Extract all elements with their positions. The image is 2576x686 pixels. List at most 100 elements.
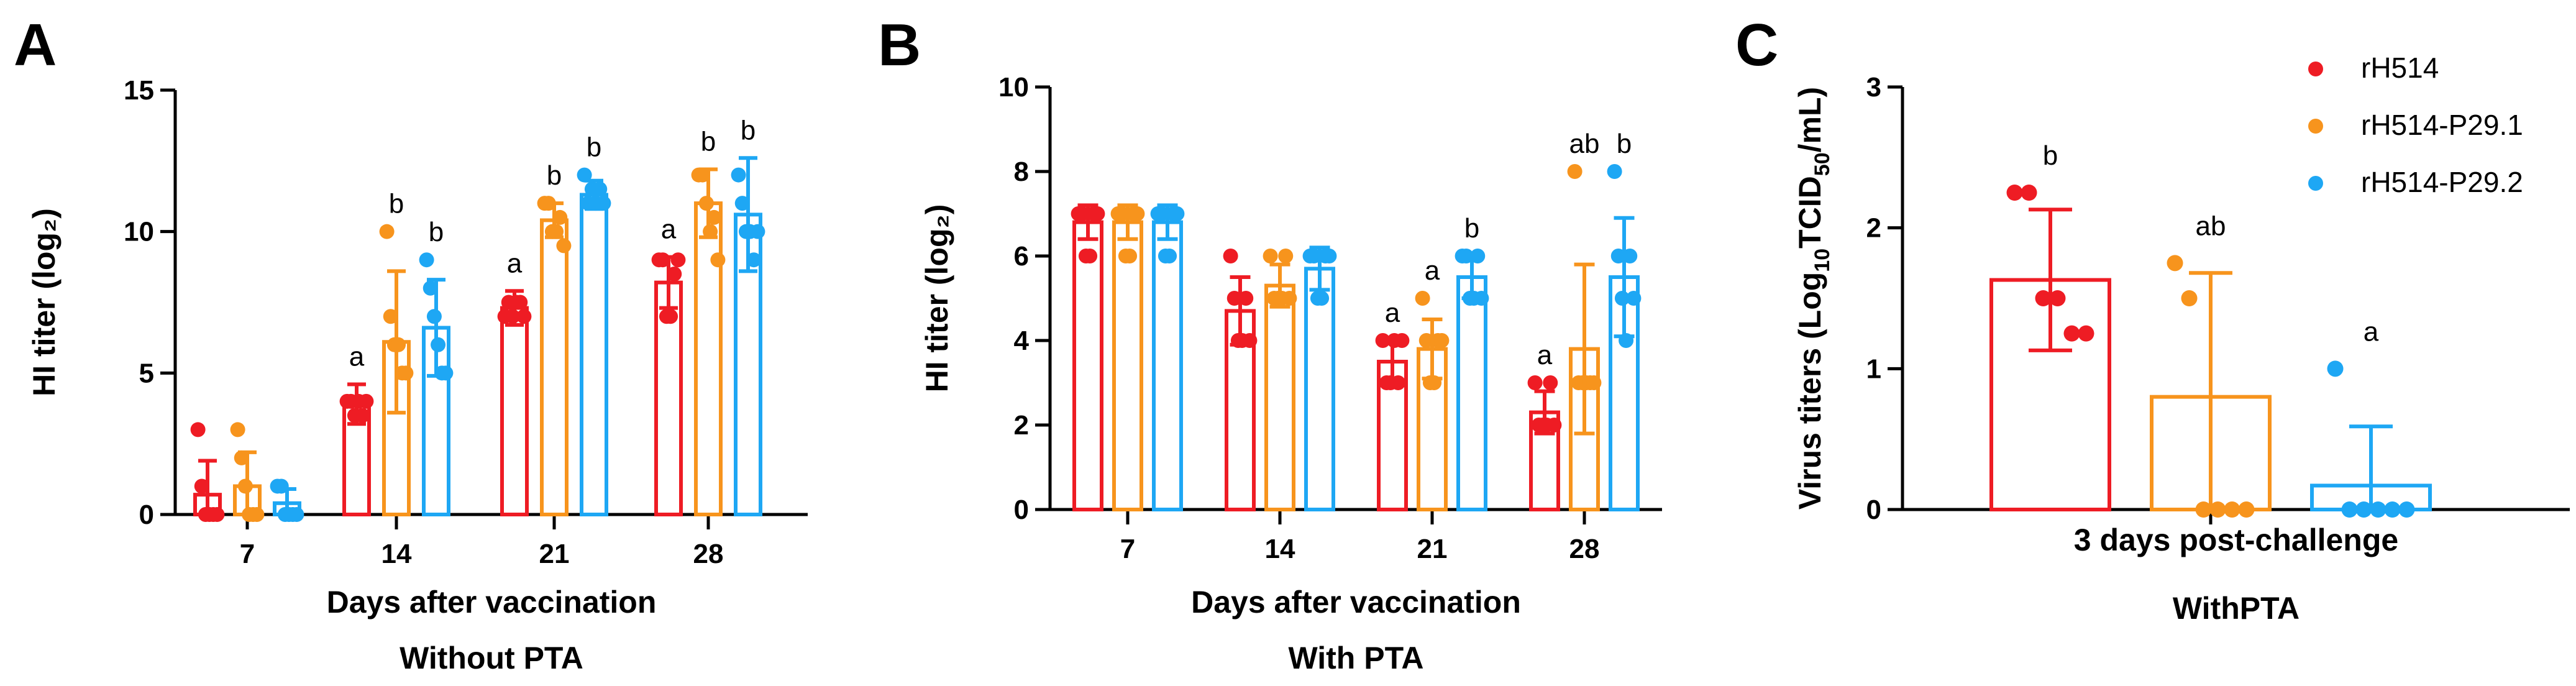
significance-label: b (701, 126, 716, 157)
data-point (2384, 501, 2401, 518)
y-tick-label: 0 (139, 500, 154, 530)
data-point (1082, 249, 1098, 263)
data-point (2398, 501, 2415, 518)
y-axis-title-part: /mL) (1793, 87, 1827, 153)
significance-label: a (661, 214, 677, 245)
y-tick-label: 2 (1866, 213, 1881, 244)
significance-label: a (1425, 255, 1440, 286)
data-point (1226, 291, 1242, 306)
data-point (1543, 375, 1558, 390)
data-point (1322, 249, 1337, 263)
bar (1456, 275, 1487, 511)
data-point (2195, 501, 2212, 518)
data-point (663, 309, 678, 324)
data-point (234, 450, 249, 465)
data-point (2063, 325, 2080, 342)
data-point (2238, 501, 2255, 518)
data-point (2078, 325, 2094, 342)
significance-label: b (429, 217, 444, 247)
data-point (1527, 375, 1543, 390)
data-point (383, 309, 398, 324)
data-point (1375, 333, 1391, 348)
y-axis-title: Virus titers (Log10TCID50/mL) (1793, 87, 1834, 510)
data-point (419, 252, 434, 268)
data-point (2021, 185, 2037, 201)
significance-label: a (1537, 340, 1553, 370)
data-point (734, 196, 750, 211)
data-point (1614, 291, 1630, 306)
data-point (1546, 418, 1562, 432)
significance-label: a (2364, 316, 2379, 347)
data-point (2006, 185, 2023, 201)
data-point (1162, 249, 1177, 263)
data-point (655, 252, 670, 268)
panel-b: B 0 2 4 6 8 10 HI titer (log₂) 7 14 21 28 Days after… (878, 12, 1662, 675)
significance-label: ab (2196, 211, 2226, 241)
y-tick-label: 10 (998, 72, 1029, 103)
bar (500, 306, 529, 516)
data-point (249, 507, 265, 522)
bar (1112, 220, 1143, 511)
data-point (1391, 375, 1406, 390)
data-point (750, 224, 765, 239)
panel-a: A 0 5 10 15 HI titer (log₂) 7 14 21 28 Days after … (14, 12, 808, 675)
bar (580, 193, 608, 516)
x-tick-label: 7 (240, 539, 255, 569)
significance-label: b (1464, 213, 1479, 244)
data-point (1610, 249, 1626, 263)
x-tick-label: 28 (1569, 534, 1600, 564)
panel-subtitle: Without PTA (400, 641, 583, 675)
y-tick-label: 0 (1014, 495, 1029, 525)
data-point (1278, 249, 1294, 263)
y-axis-title-part: 50 (1811, 152, 1834, 176)
data-point (1619, 333, 1634, 348)
data-point (438, 365, 454, 381)
bar (1264, 283, 1295, 511)
y-tick-label: 1 (1866, 354, 1881, 384)
y-tick-label: 5 (139, 358, 154, 388)
data-point (1434, 333, 1450, 348)
data-point (596, 196, 611, 211)
data-point (2341, 501, 2358, 518)
bar (1152, 220, 1183, 511)
significance-label: b (547, 160, 562, 191)
y-tick-label: 8 (1014, 157, 1029, 187)
data-point (577, 167, 592, 183)
data-point (289, 507, 304, 522)
data-point (1607, 164, 1622, 179)
data-point (1114, 206, 1130, 221)
data-point (398, 365, 414, 381)
data-point (1282, 291, 1297, 306)
y-tick-label: 6 (1014, 241, 1029, 272)
x-tick-label: 21 (1417, 534, 1448, 564)
data-point (1418, 333, 1434, 348)
data-point (359, 393, 374, 409)
panel-subtitle: WithPTA (2173, 591, 2300, 626)
panel-letter: C (1735, 12, 1778, 78)
significance-label: b (741, 115, 756, 145)
data-point (426, 309, 442, 324)
significance-label: b (587, 132, 601, 163)
y-tick-label: 10 (124, 217, 154, 247)
x-axis-title: Days after vaccination (327, 585, 657, 620)
data-point (1263, 249, 1278, 263)
data-point (1130, 206, 1145, 221)
data-point (355, 408, 370, 423)
data-point (391, 337, 406, 352)
data-point (237, 478, 253, 494)
data-point (379, 224, 395, 239)
data-point (592, 181, 608, 197)
significance-label: a (349, 342, 365, 372)
data-point (552, 209, 568, 225)
legend-label: rH514-P29.2 (2361, 166, 2523, 198)
x-tick-label: 21 (539, 539, 570, 569)
y-axis-title-part: Virus titers (Log (1793, 272, 1827, 510)
data-point (710, 252, 726, 268)
x-tick-label: 7 (1120, 534, 1135, 564)
data-point (1242, 333, 1258, 348)
data-point (1567, 164, 1583, 179)
x-axis-title: Days after vaccination (1191, 585, 1521, 620)
bar (540, 218, 569, 516)
data-point (1122, 249, 1138, 263)
legend: rH514 rH514-P29.1 rH514-P29.2 (2308, 52, 2523, 198)
